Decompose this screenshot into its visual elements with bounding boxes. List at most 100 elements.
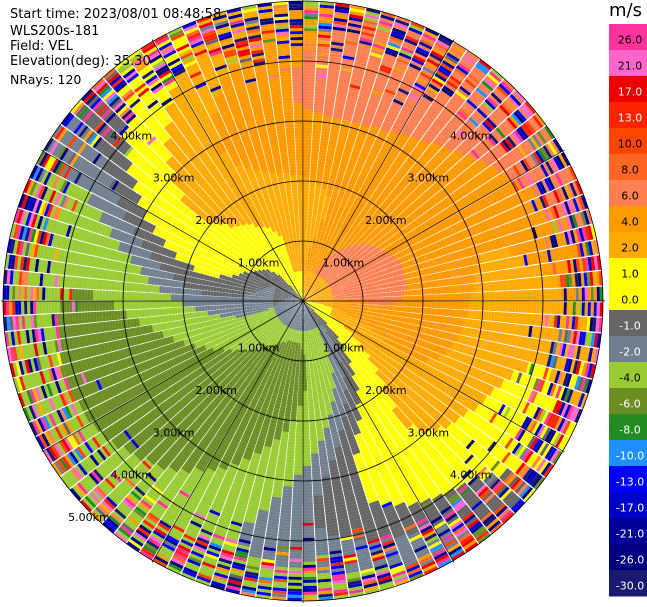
range-gate [292,232,297,236]
range-gate [409,259,415,266]
range-gate [410,289,414,296]
range-gate [439,230,446,239]
range-gate [568,215,576,229]
range-gate [465,228,471,238]
range-gate [310,160,318,164]
range-gate [424,268,430,275]
range-gate [386,257,391,264]
range-gate [582,242,588,257]
range-gate [303,130,312,134]
range-gate [317,298,321,300]
range-gate [555,204,563,218]
range-gate [472,274,476,284]
range-gate [368,294,372,298]
range-gate [437,240,443,249]
range-gate [492,216,500,227]
range-gate [304,271,307,275]
range-gate [536,289,540,301]
range-gate [454,242,460,251]
range-gate [403,268,408,274]
range-gate [451,261,456,270]
range-gate [445,254,451,263]
range-gate [380,260,386,266]
range-gate [366,283,371,288]
range-gate [303,172,310,176]
range-gate [364,287,369,292]
range-gate [300,274,302,278]
range-gate [471,214,479,225]
range-gate [366,272,371,277]
range-gate [292,235,297,239]
range-gate [423,238,430,247]
range-gate [418,241,424,249]
range-gate [307,259,310,263]
range-gate [501,199,509,211]
range-gate [414,264,419,271]
range-gate [368,297,372,301]
range-gate [476,223,483,234]
range-gate [437,294,441,301]
range-gate [560,170,569,184]
range-gate [320,294,324,297]
range-gate [558,261,563,274]
range-gate [378,271,383,276]
range-gate [428,294,432,301]
range-gate [381,279,386,285]
range-gate [350,298,354,301]
range-gate [289,13,303,17]
range-gate [510,221,517,233]
range-gate [557,218,564,232]
range-gate [331,289,335,292]
range-gate [318,290,322,293]
range-gate [303,148,311,152]
range-gate [303,187,309,191]
range-gate [291,52,303,56]
range-gate [311,148,319,152]
range-gate [348,285,353,289]
range-gate [569,182,578,197]
range-gate [449,293,453,301]
range-gate [491,261,496,271]
range-gate [391,255,397,261]
range-gate [311,296,315,299]
range-gate [421,268,427,276]
range-gate [311,244,315,249]
range-gate [305,262,308,266]
range-gate [303,73,315,77]
range-gate [569,198,577,213]
range-gate [303,300,306,301]
range-gate [341,294,345,297]
range-gate [364,268,369,273]
range-gate [349,288,353,291]
range-gate [529,240,535,253]
range-gate [306,235,310,239]
range-gate [289,235,294,240]
range-gate [297,190,303,194]
range-gate [303,253,306,257]
range-gate [303,262,305,265]
range-gate [583,272,588,287]
range-gate [312,214,317,218]
range-gate [349,279,354,283]
range-gate [339,286,343,289]
range-gate [437,287,441,294]
range-gate [308,296,312,299]
range-gate [562,274,567,288]
range-gate [415,250,421,257]
range-gate [292,229,296,233]
range-gate [303,166,311,170]
range-gate [290,217,295,221]
range-gate [491,239,498,250]
range-gate [317,297,321,299]
range-gate [308,299,312,301]
range-gate [440,294,444,301]
range-gate [304,7,319,11]
range-gate [448,244,455,253]
range-gate [297,247,301,251]
range-gate [313,202,319,207]
ray [303,224,597,301]
range-gate [300,271,302,275]
range-gate [554,288,558,301]
range-gate [448,253,454,262]
range-gate [485,262,490,272]
